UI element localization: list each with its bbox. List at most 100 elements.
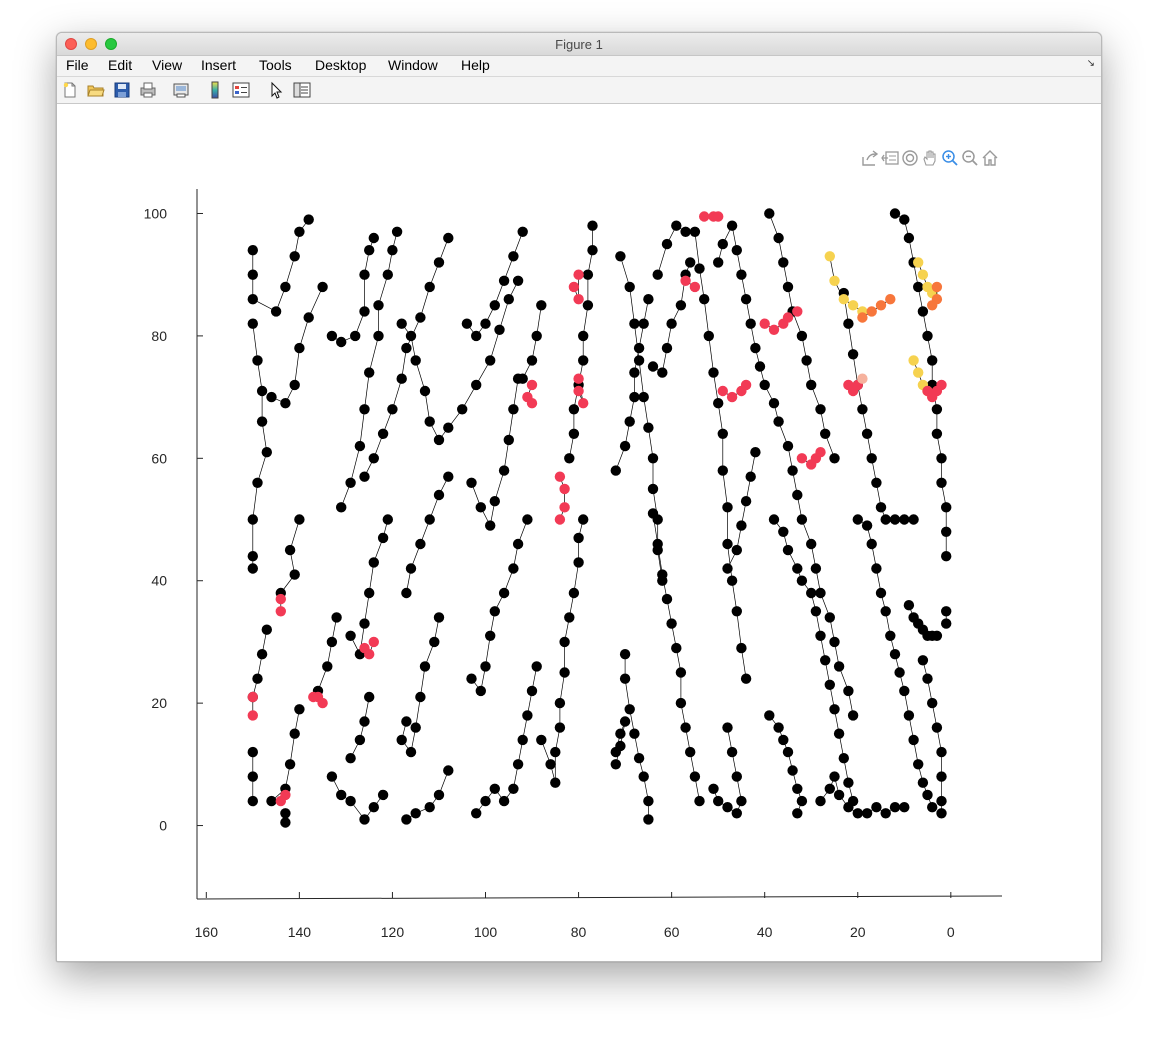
open-file-icon[interactable]: [87, 81, 105, 99]
data-point: [401, 716, 412, 727]
data-point: [289, 569, 300, 580]
data-point: [536, 300, 547, 311]
data-point: [880, 808, 891, 819]
data-point: [443, 232, 454, 244]
export-icon[interactable]: [861, 149, 879, 167]
data-point: [368, 636, 379, 648]
data-point: [824, 783, 835, 794]
menu-edit[interactable]: Edit: [108, 57, 133, 73]
data-point: [740, 379, 752, 391]
pan-icon[interactable]: [921, 149, 939, 167]
data-point: [815, 404, 826, 415]
data-point: [359, 269, 370, 280]
track-line: [340, 231, 398, 508]
data-point: [861, 520, 873, 531]
data-point: [885, 294, 896, 305]
dock-arrow-icon[interactable]: ↘: [1086, 58, 1095, 69]
data-point: [875, 300, 887, 311]
y-tick-label: 0: [159, 818, 167, 834]
brush-icon[interactable]: [881, 149, 899, 167]
scatter-plot[interactable]: 100 80 60 40 20 0 160 140 120 100 80 60 40 20 0: [57, 104, 1101, 961]
minimize-window-button[interactable]: [85, 38, 97, 50]
data-point: [256, 649, 268, 660]
data-point: [638, 391, 649, 403]
data-point: [871, 802, 882, 813]
close-window-button[interactable]: [65, 38, 77, 50]
data-point: [685, 746, 696, 758]
data-point: [633, 753, 645, 764]
menu-help[interactable]: Help: [461, 57, 490, 73]
rotate-icon[interactable]: [901, 149, 919, 167]
data-point: [554, 471, 566, 482]
data-point: [317, 697, 328, 709]
menu-file[interactable]: File: [66, 57, 89, 73]
data-point: [280, 398, 291, 409]
data-point: [931, 404, 943, 415]
y-tick-label: 40: [151, 573, 167, 589]
data-point: [512, 275, 524, 286]
data-point: [336, 336, 347, 348]
home-icon[interactable]: [981, 149, 999, 167]
data-point: [917, 306, 929, 317]
data-point: [806, 587, 817, 599]
data-point: [247, 563, 258, 574]
property-inspector-icon[interactable]: [293, 81, 311, 99]
data-point: [852, 808, 863, 819]
menu-tools[interactable]: Tools: [259, 57, 292, 73]
data-point: [750, 342, 761, 354]
data-point: [303, 214, 314, 225]
data-point: [522, 514, 533, 525]
save-icon[interactable]: [113, 81, 131, 99]
data-point: [559, 483, 570, 495]
data-point: [387, 245, 398, 256]
data-point: [647, 483, 659, 495]
data-point: [838, 294, 849, 305]
insert-legend-icon[interactable]: [232, 81, 250, 99]
data-point: [405, 330, 417, 342]
track-line: [280, 519, 300, 594]
data-point: [424, 802, 435, 813]
menu-desktop[interactable]: Desktop: [315, 57, 367, 73]
data-point: [880, 606, 891, 617]
data-point: [717, 428, 728, 439]
zoom-in-icon[interactable]: [941, 149, 959, 167]
data-point: [564, 453, 575, 464]
data-point: [364, 367, 375, 378]
data-point: [713, 211, 724, 222]
data-point: [731, 245, 742, 256]
figure-toolbar: [57, 77, 1101, 104]
data-point: [294, 342, 305, 354]
new-figure-icon[interactable]: [61, 81, 79, 99]
data-point: [787, 765, 798, 776]
data-point: [401, 342, 412, 354]
data-point: [317, 281, 328, 293]
menu-insert[interactable]: Insert: [201, 57, 237, 73]
data-point: [661, 593, 673, 605]
data-point: [703, 330, 714, 342]
track-line: [857, 519, 933, 808]
print-preview-icon[interactable]: [172, 81, 190, 99]
data-point: [294, 704, 305, 715]
print-icon[interactable]: [139, 81, 157, 99]
data-point: [736, 520, 747, 531]
zoom-out-icon[interactable]: [961, 149, 979, 167]
data-point: [373, 300, 384, 311]
data-point: [424, 416, 435, 427]
data-point: [364, 691, 375, 703]
data-point: [256, 385, 268, 397]
zoom-window-button[interactable]: [105, 38, 117, 50]
data-point: [485, 520, 496, 531]
data-point: [443, 422, 454, 433]
x-tick-label: 20: [850, 924, 866, 940]
data-point: [252, 355, 263, 366]
data-point: [284, 544, 296, 556]
data-point: [345, 630, 356, 641]
title-bar[interactable]: Figure 1: [57, 33, 1101, 56]
menu-window[interactable]: Window: [388, 57, 438, 73]
edit-plot-arrow-icon[interactable]: [267, 81, 285, 99]
axis-ticks: 100 80 60 40 20 0 160 140 120 100 80 60 40 20 0: [144, 205, 955, 940]
data-point: [740, 294, 752, 305]
figure-canvas: 100 80 60 40 20 0 160 140 120 100 80 60 40 20 0: [57, 104, 1101, 961]
menu-view[interactable]: View: [152, 57, 183, 73]
insert-colorbar-icon[interactable]: [206, 81, 224, 99]
